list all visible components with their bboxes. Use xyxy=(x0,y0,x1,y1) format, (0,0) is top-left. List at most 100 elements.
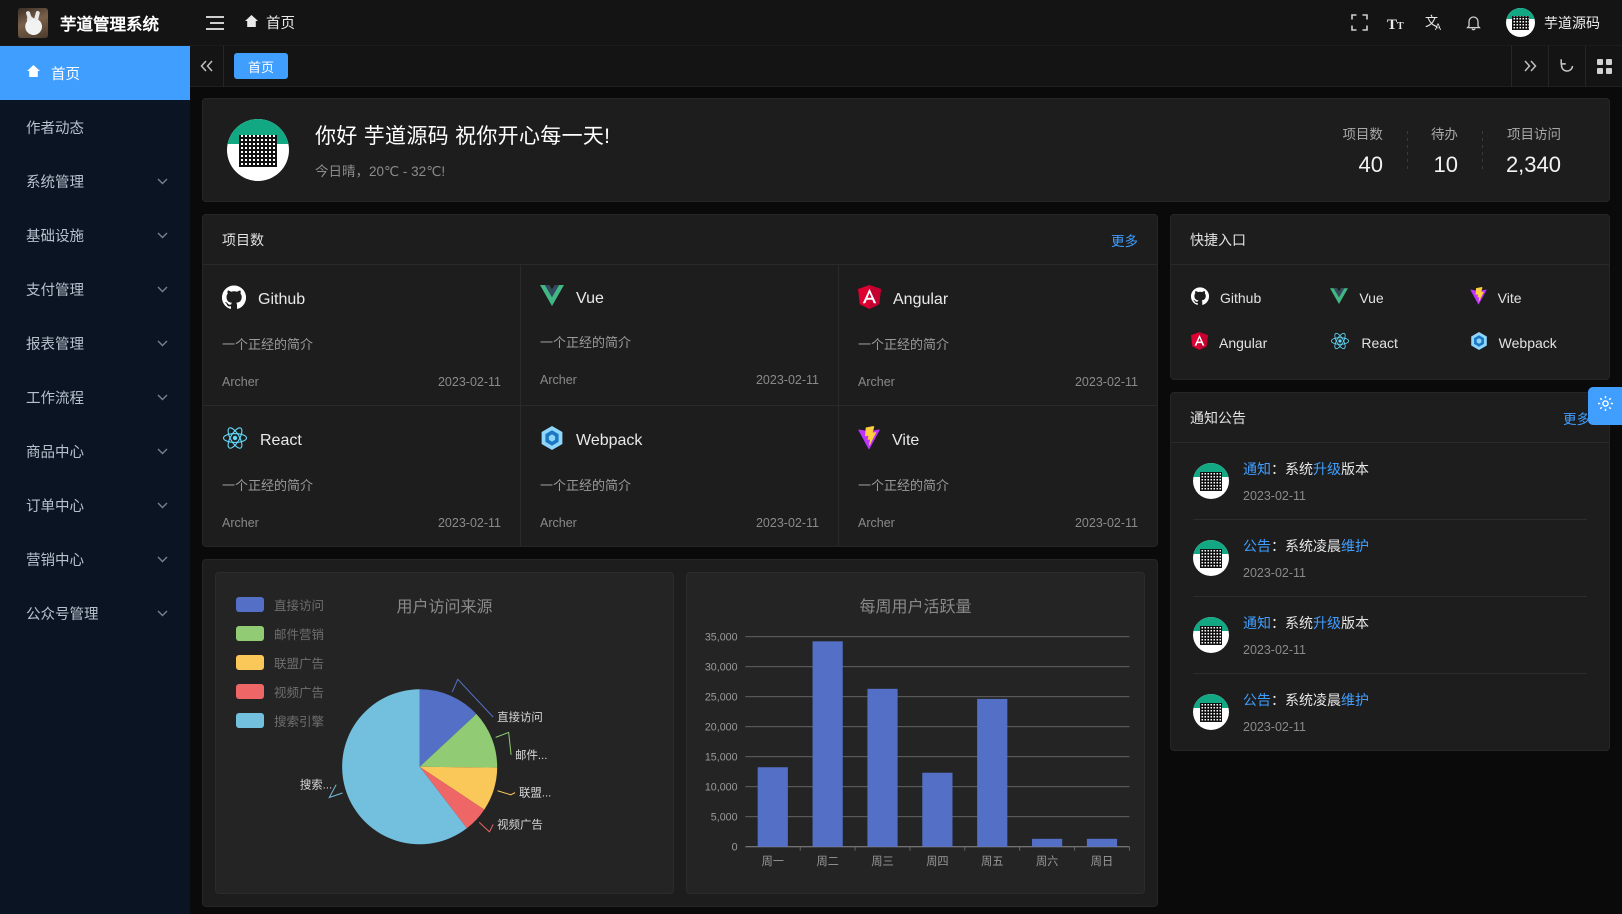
bar[interactable] xyxy=(1032,838,1063,847)
bar[interactable] xyxy=(757,767,788,847)
project-card[interactable]: Angular 一个正经的简介 Archer 2023-02-11 xyxy=(839,265,1157,406)
bar[interactable] xyxy=(867,688,898,847)
quick-entry-github[interactable]: Github xyxy=(1181,279,1320,316)
notice-item[interactable]: 公告：系统凌晨维护 2023-02-11 xyxy=(1193,520,1587,597)
quick-entry-vite[interactable]: Vite xyxy=(1460,279,1599,316)
avatar xyxy=(1506,8,1535,37)
project-desc: 一个正经的简介 xyxy=(222,337,314,352)
pie-chart-svg[interactable]: 直接访问邮件...联盟...视频广告搜索... xyxy=(216,573,673,893)
sidebar-item-marketing-center[interactable]: 营销中心 xyxy=(0,532,190,586)
sidebar-item-author-news[interactable]: 作者动态 xyxy=(0,100,190,154)
bar-x-tick-label: 周四 xyxy=(926,855,948,868)
brand[interactable]: 芋道管理系统 xyxy=(0,7,196,38)
user-menu[interactable]: 芋道源码 xyxy=(1492,8,1606,37)
chevron-down-icon xyxy=(157,286,168,293)
project-footer: Archer 2023-02-11 xyxy=(858,516,1138,530)
notice-title[interactable]: 公告：系统凌晨维护 xyxy=(1243,690,1587,710)
bar[interactable] xyxy=(812,641,843,847)
notice-date: 2023-02-11 xyxy=(1243,489,1307,503)
sidebar-item-infrastructure[interactable]: 基础设施 xyxy=(0,208,190,262)
react-icon xyxy=(1330,332,1350,353)
notice-highlight: 维护 xyxy=(1341,538,1369,554)
legend-item[interactable]: 联盟广告 xyxy=(236,653,324,672)
quick-entry-angular[interactable]: Angular xyxy=(1181,324,1320,361)
chevron-double-right-icon[interactable] xyxy=(1511,45,1548,87)
font-size-icon[interactable]: T T xyxy=(1378,0,1416,46)
notice-item[interactable]: 公告：系统凌晨维护 2023-02-11 xyxy=(1193,674,1587,750)
notice-title[interactable]: 公告：系统凌晨维护 xyxy=(1243,536,1587,556)
project-date: 2023-02-11 xyxy=(437,375,501,389)
breadcrumb-home-label: 首页 xyxy=(266,16,295,32)
sidebar-item-report[interactable]: 报表管理 xyxy=(0,316,190,370)
sidebar-item-order-center[interactable]: 订单中心 xyxy=(0,478,190,532)
project-name: Vite xyxy=(892,431,920,449)
translate-icon[interactable]: 文 A xyxy=(1416,0,1454,46)
sidebar-item-system[interactable]: 系统管理 xyxy=(0,154,190,208)
project-name: Github xyxy=(258,290,306,308)
breadcrumb-home[interactable]: 首页 xyxy=(244,12,295,33)
tab-home[interactable]: 首页 xyxy=(234,53,289,79)
projects-more-link[interactable]: 更多 xyxy=(1111,233,1138,249)
notice-date: 2023-02-11 xyxy=(1243,643,1307,657)
bar[interactable] xyxy=(922,772,953,847)
sidebar-item-home[interactable]: 首页 xyxy=(0,46,190,100)
notice-item[interactable]: 通知：系统升级版本 2023-02-11 xyxy=(1193,597,1587,674)
chevron-double-left-icon[interactable] xyxy=(190,45,224,87)
stat-todo: 待办 10 xyxy=(1406,123,1482,178)
stat-label: 项目访问 xyxy=(1507,126,1561,142)
sidebar-item-payment[interactable]: 支付管理 xyxy=(0,262,190,316)
sidebar-item-product-center[interactable]: 商品中心 xyxy=(0,424,190,478)
pie-slice-label: 视频广告 xyxy=(497,817,543,831)
pie-slice[interactable] xyxy=(419,713,498,768)
notice-avatar xyxy=(1193,617,1229,653)
angular-icon xyxy=(1191,332,1208,353)
notice-title[interactable]: 通知：系统升级版本 xyxy=(1243,459,1587,479)
bar-y-tick-label: 25,000 xyxy=(705,692,738,704)
quick-entry-webpack[interactable]: Webpack xyxy=(1460,324,1599,361)
sidebar-item-label: 支付管理 xyxy=(26,282,84,299)
bar-chart-title: 每周用户活跃量 xyxy=(859,599,972,616)
fullscreen-icon[interactable] xyxy=(1340,0,1378,46)
project-card[interactable]: React 一个正经的简介 Archer 2023-02-11 xyxy=(203,406,521,546)
quick-entry-vue[interactable]: Vue xyxy=(1320,279,1459,316)
project-author: Archer xyxy=(540,516,577,530)
notices-more-link[interactable]: 更多 xyxy=(1563,411,1590,427)
bar[interactable] xyxy=(1086,838,1118,847)
sidebar-item-label: 报表管理 xyxy=(26,336,84,353)
legend-swatch xyxy=(236,626,264,641)
chevron-down-icon xyxy=(157,502,168,509)
legend-item[interactable]: 邮件营销 xyxy=(236,624,324,643)
brand-title: 芋道管理系统 xyxy=(60,15,159,34)
pie-slice[interactable] xyxy=(419,766,498,810)
bell-icon[interactable] xyxy=(1454,0,1492,46)
legend-item[interactable]: 搜索引擎 xyxy=(236,711,324,730)
project-card[interactable]: Github 一个正经的简介 Archer 2023-02-11 xyxy=(203,265,521,406)
grid-icon[interactable] xyxy=(1585,45,1622,87)
project-card[interactable]: Webpack 一个正经的简介 Archer 2023-02-11 xyxy=(521,406,839,546)
project-card[interactable]: Vue 一个正经的简介 Archer 2023-02-11 xyxy=(521,265,839,406)
notice-mid: 系统凌晨 xyxy=(1285,692,1341,708)
hamburger-icon[interactable] xyxy=(196,0,234,46)
bar-chart-svg[interactable]: 0 5,000 10,000 15,000 20,000 25,000 30,000 35,0… xyxy=(687,573,1144,893)
pie-slice[interactable] xyxy=(342,689,467,845)
settings-drawer-toggle[interactable] xyxy=(1588,387,1622,425)
home-icon xyxy=(26,64,41,82)
quick-entry-react[interactable]: React xyxy=(1320,324,1459,361)
bar-x-tick-label: 周三 xyxy=(871,855,893,868)
project-card[interactable]: Vite 一个正经的简介 Archer 2023-02-11 xyxy=(839,406,1157,546)
notice-item[interactable]: 通知：系统升级版本 2023-02-11 xyxy=(1193,443,1587,520)
bar-y-tick-label: 15,000 xyxy=(705,752,738,764)
bar[interactable] xyxy=(977,698,1008,847)
legend-item[interactable]: 直接访问 xyxy=(236,595,324,614)
sidebar-item-mp-manage[interactable]: 公众号管理 xyxy=(0,586,190,640)
pie-slice[interactable] xyxy=(419,689,477,767)
chevron-down-icon xyxy=(157,178,168,185)
vite-icon xyxy=(1470,287,1487,308)
project-title-row: Webpack xyxy=(540,426,819,455)
refresh-icon[interactable] xyxy=(1548,45,1585,87)
sidebar-item-workflow[interactable]: 工作流程 xyxy=(0,370,190,424)
notice-title[interactable]: 通知：系统升级版本 xyxy=(1243,613,1587,633)
legend-item[interactable]: 视频广告 xyxy=(236,682,324,701)
pie-slice[interactable] xyxy=(419,766,485,829)
pie-slice-label: 搜索... xyxy=(300,778,332,792)
